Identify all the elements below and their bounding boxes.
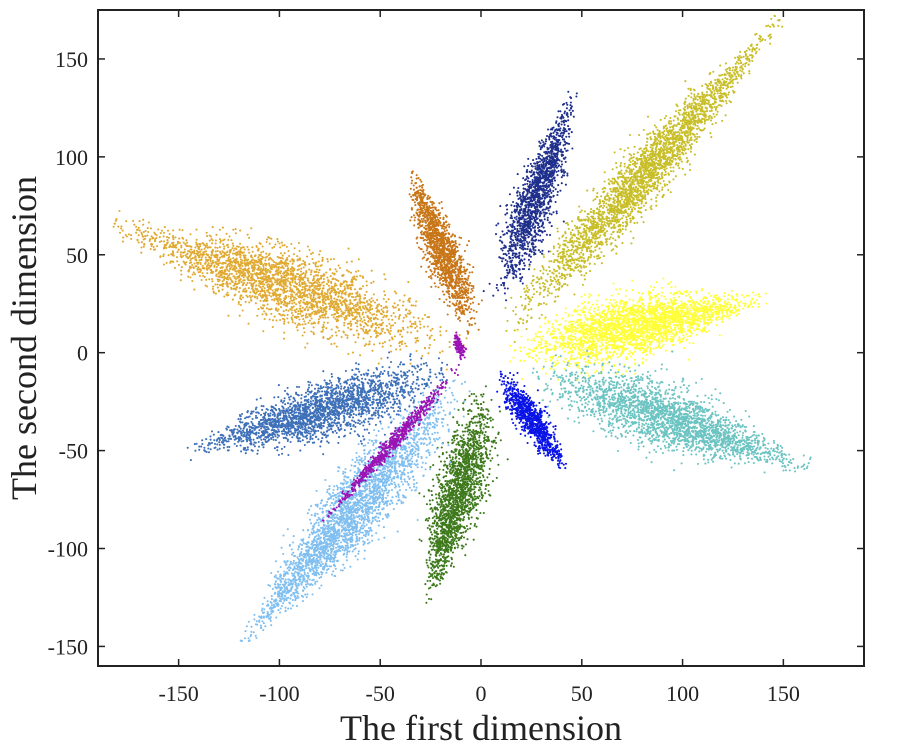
ticks-layer: -150 -100 -50 0 50 100 150 -150 -100 -50 0 50 100 150 [48, 10, 864, 706]
series-9 [321, 363, 460, 522]
series-6 [496, 370, 568, 470]
y-tick-label-5: 100 [55, 145, 88, 170]
y-tick-label-0: -150 [48, 634, 88, 659]
y-tick-label-1: -100 [48, 537, 88, 562]
y-tick-label-2: -50 [59, 439, 88, 464]
series-1 [408, 170, 483, 335]
y-tick-label-4: 50 [66, 243, 88, 268]
series-2 [482, 90, 578, 302]
x-tick-label-5: 100 [666, 681, 699, 706]
y-tick-label-3: 0 [77, 341, 88, 366]
series-5 [531, 349, 812, 474]
x-tick-label-4: 50 [571, 681, 593, 706]
plot-frame [97, 9, 865, 667]
series-3 [504, 14, 784, 343]
series-0 [112, 209, 468, 371]
x-tick-label-1: -100 [259, 681, 299, 706]
series-10 [452, 331, 468, 361]
x-tick-label-2: -50 [366, 681, 395, 706]
points-layer [112, 14, 812, 643]
y-tick-label-6: 150 [55, 47, 88, 72]
series-4 [509, 277, 768, 382]
y-axis-title: The second dimension [4, 176, 44, 500]
series-7 [418, 385, 509, 604]
x-tick-label-3: 0 [476, 681, 487, 706]
x-tick-label-0: -150 [158, 681, 198, 706]
x-axis-title: The first dimension [340, 708, 622, 748]
x-tick-label-6: 150 [767, 681, 800, 706]
series-11 [186, 351, 449, 462]
